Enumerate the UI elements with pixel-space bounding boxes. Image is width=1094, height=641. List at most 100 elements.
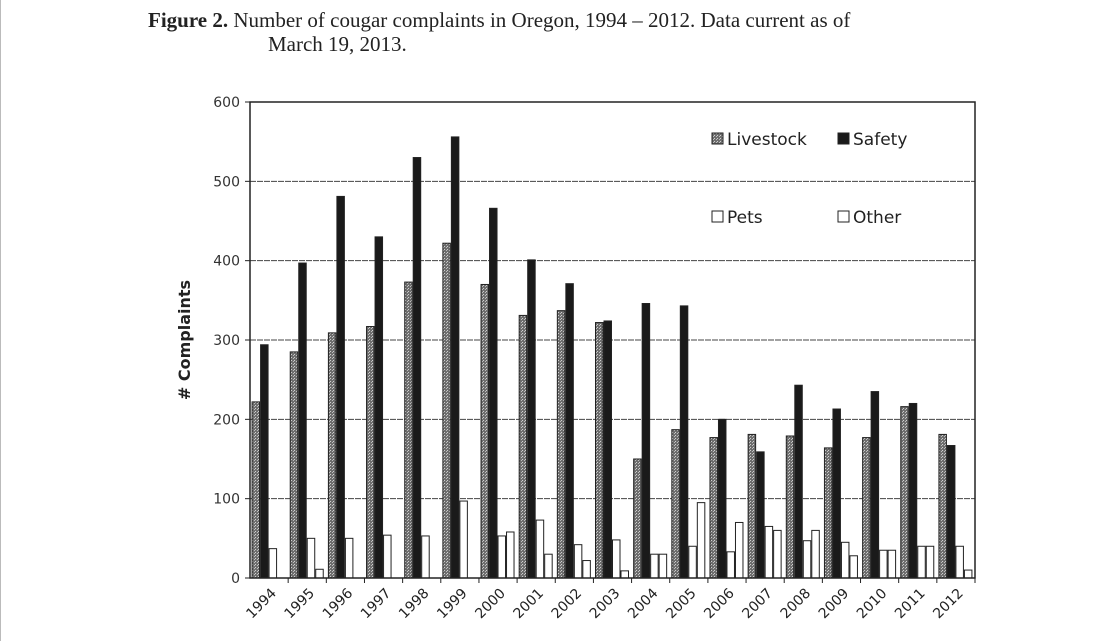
y-tick-label: 500	[213, 174, 240, 190]
x-tick-label: 1996	[320, 585, 357, 622]
bar-other-2001	[544, 553, 553, 579]
x-tick-label: 2006	[701, 585, 738, 622]
x-tick-label: 2009	[816, 586, 853, 623]
bar-safety-2008	[794, 384, 803, 579]
bar-pets-2010	[879, 549, 888, 579]
bar-livestock-1997	[366, 326, 375, 579]
bar-livestock-2006	[709, 437, 718, 579]
bar-safety-2002	[565, 283, 574, 579]
bar-livestock-2002	[556, 310, 566, 579]
bar-safety-2003	[603, 320, 612, 579]
bar-pets-1995	[306, 537, 316, 579]
x-tick-label: 2000	[472, 586, 509, 623]
bar-livestock-2004	[633, 458, 642, 579]
bar-safety-1994	[260, 344, 269, 579]
bar-other-1995	[315, 568, 324, 579]
page-border	[0, 0, 1, 641]
bar-pets-2006	[726, 551, 735, 579]
bar-safety-2007	[756, 451, 765, 579]
bar-livestock-2000	[480, 283, 490, 579]
bar-safety-1996	[336, 195, 345, 579]
bar-safety-2001	[527, 259, 536, 579]
y-tick-label: 400	[213, 254, 240, 270]
bar-other-2003	[620, 570, 629, 579]
bar-pets-1999	[459, 500, 468, 579]
x-tick-label: 2001	[510, 586, 547, 623]
bar-other-2011	[925, 545, 935, 579]
bar-livestock-1996	[327, 332, 337, 579]
legend-swatch-safety	[837, 132, 850, 145]
bar-livestock-1999	[442, 242, 451, 579]
x-tick-label: 2008	[778, 586, 815, 623]
bar-livestock-1998	[404, 281, 413, 579]
bar-safety-1995	[298, 262, 307, 579]
bar-other-2002	[582, 560, 591, 579]
bar-safety-2012	[946, 445, 956, 579]
bar-livestock-2007	[747, 433, 757, 579]
y-tick-label: 100	[213, 492, 240, 508]
caption-text-line1: Number of cougar complaints in Oregon, 1…	[233, 8, 851, 32]
bar-safety-1997	[374, 236, 384, 579]
bar-safety-2009	[832, 408, 841, 579]
caption-text-line2: March 19, 2013.	[268, 32, 407, 56]
bar-other-2009	[849, 555, 858, 579]
bar-other-2010	[887, 549, 897, 579]
y-tick-label: 0	[231, 571, 240, 587]
x-tick-label: 1997	[358, 586, 395, 623]
bar-livestock-2012	[938, 433, 947, 579]
figure-label: Figure 2.	[148, 8, 229, 32]
bar-pets-2002	[573, 544, 583, 579]
bar-safety-1999	[450, 136, 460, 579]
bar-other-2007	[773, 529, 782, 579]
bar-safety-2004	[641, 303, 651, 579]
bar-pets-1996	[344, 537, 354, 579]
bar-other-2005	[696, 502, 706, 579]
x-tick-label: 2007	[739, 586, 776, 623]
bar-safety-2000	[489, 207, 498, 579]
y-axis-label: # Complaints	[175, 280, 194, 400]
bar-pets-1997	[383, 534, 392, 579]
bar-pets-1994	[268, 548, 278, 579]
bar-pets-2001	[535, 519, 545, 579]
x-tick-label: 1995	[282, 586, 319, 623]
figure-caption: Figure 2. Number of cougar complaints in…	[148, 8, 1048, 56]
legend-label-pets: Pets	[727, 208, 763, 228]
bar-livestock-2009	[823, 447, 833, 579]
bar-other-2008	[811, 529, 820, 579]
bar-other-2004	[658, 553, 668, 579]
bar-pets-2008	[802, 540, 812, 579]
x-tick-label: 2002	[549, 586, 586, 623]
legend-label-other: Other	[853, 208, 901, 228]
bar-pets-2003	[612, 539, 621, 579]
x-tick-label: 2010	[854, 586, 891, 623]
bar-livestock-2008	[785, 435, 795, 579]
bar-livestock-2005	[671, 429, 680, 579]
bar-safety-2005	[679, 305, 689, 579]
legend-swatch-other	[837, 210, 850, 223]
bar-pets-1998	[421, 535, 430, 579]
bar-safety-1998	[412, 157, 422, 579]
bar-pets-2007	[764, 525, 774, 579]
bar-livestock-2003	[595, 322, 604, 579]
bar-other-2000	[506, 531, 515, 579]
bar-pets-2004	[650, 553, 659, 579]
legend-label-safety: Safety	[853, 130, 907, 150]
bar-pets-2012	[955, 545, 964, 579]
x-tick-label: 1998	[396, 586, 433, 623]
x-tick-label: 1999	[434, 586, 471, 623]
y-tick-label: 300	[213, 333, 240, 349]
bar-safety-2011	[908, 402, 918, 579]
y-tick-label: 200	[213, 412, 240, 428]
bar-livestock-2010	[862, 437, 871, 579]
x-tick-label: 2005	[663, 586, 700, 623]
bar-livestock-1994	[251, 401, 261, 579]
legend-swatch-pets	[711, 210, 724, 223]
bar-livestock-2011	[900, 406, 909, 579]
legend-swatch-livestock	[711, 132, 724, 145]
legend-label-livestock: Livestock	[727, 130, 807, 150]
y-tick-label: 600	[213, 95, 240, 111]
x-tick-label: 2004	[625, 585, 662, 622]
bar-pets-2005	[688, 545, 697, 579]
bar-pets-2009	[840, 541, 850, 579]
